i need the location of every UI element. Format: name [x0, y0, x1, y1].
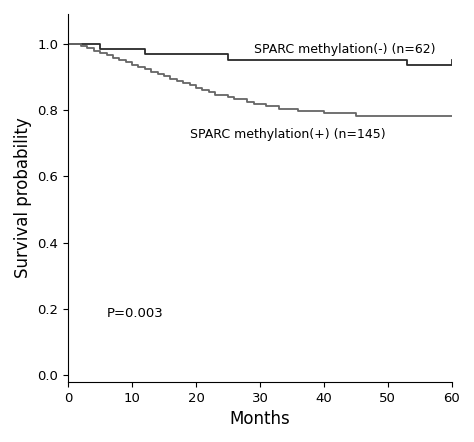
X-axis label: Months: Months	[229, 410, 291, 428]
Text: SPARC methylation(-) (n=62): SPARC methylation(-) (n=62)	[254, 43, 435, 56]
Text: SPARC methylation(+) (n=145): SPARC methylation(+) (n=145)	[190, 128, 385, 141]
Text: P=0.003: P=0.003	[107, 307, 163, 320]
Y-axis label: Survival probability: Survival probability	[14, 118, 32, 278]
